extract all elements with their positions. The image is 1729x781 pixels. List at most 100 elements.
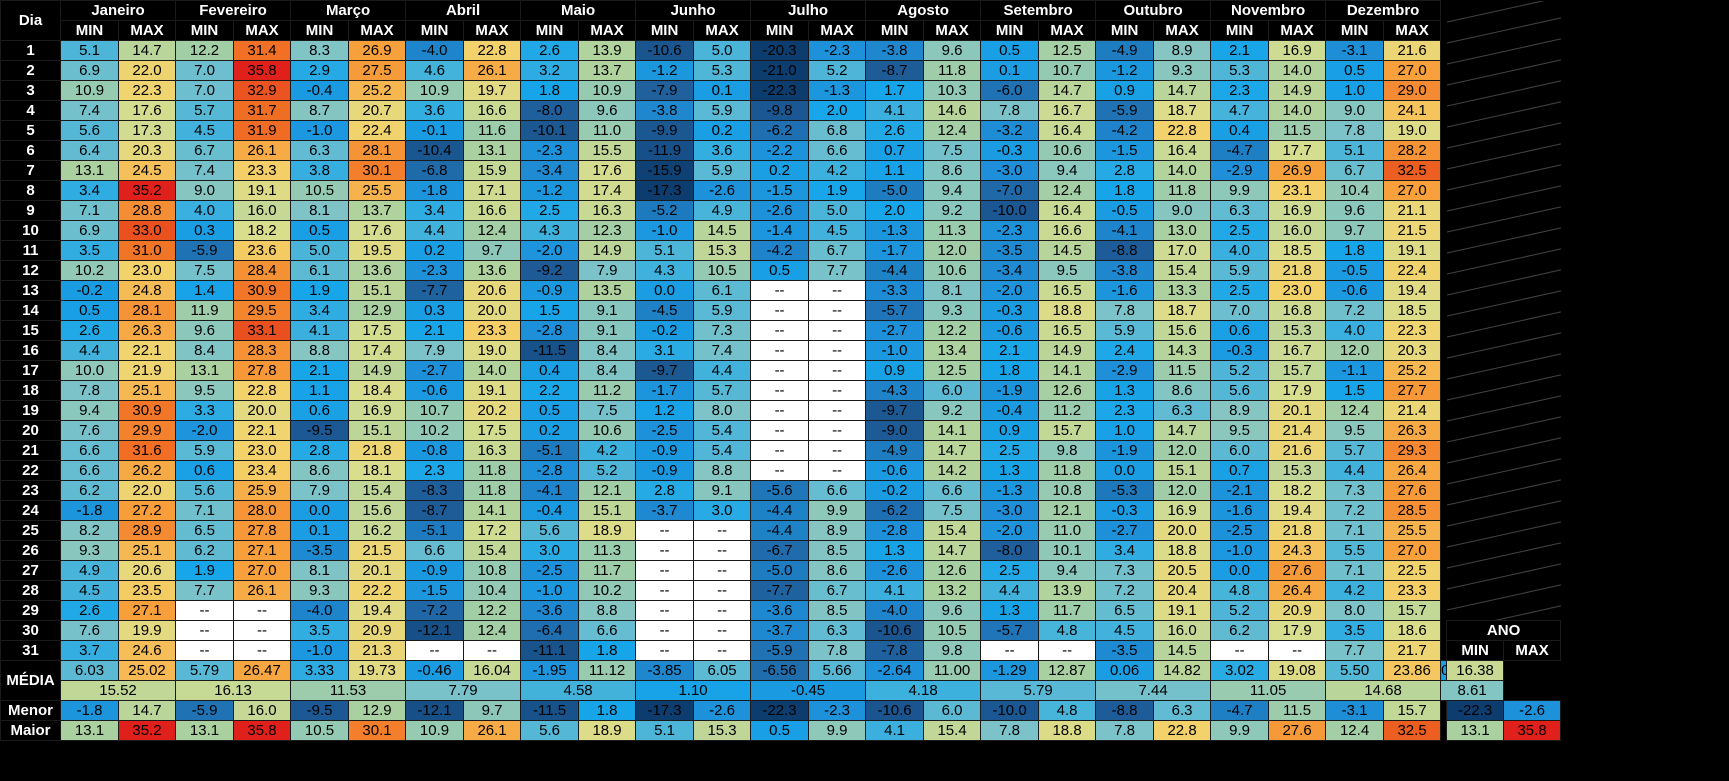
heat-cell: 18.9: [578, 520, 637, 541]
heat-cell: -4.3: [865, 380, 925, 401]
heat-cell: -1.9: [980, 380, 1040, 401]
heat-cell: 27.6: [1383, 480, 1442, 501]
heat-cell: 11.8: [463, 460, 522, 481]
heat-cell: -0.8: [405, 440, 465, 461]
heat-cell: 21.8: [1268, 260, 1327, 281]
heat-cell: 20.3: [1383, 340, 1442, 361]
heat-cell: -3.8: [1095, 260, 1155, 281]
table-row: 5 5.6 17.3 4.5 31.9 -1.0 22.4 -0.1 11.6 -10.1 11.0…: [0, 120, 1561, 141]
heat-cell: -4.2: [750, 240, 810, 261]
heat-cell: 22.1: [117, 340, 177, 361]
heat-cell: 20.6: [117, 560, 177, 581]
heat-cell: 31.4: [233, 40, 292, 61]
heat-cell: 20.0: [233, 400, 292, 421]
heat-cell: 3.3: [175, 400, 235, 421]
heat-cell: 8.6: [290, 460, 350, 481]
day-label: 30: [0, 620, 61, 641]
heat-cell: 10.9: [578, 80, 637, 101]
heat-cell: 4.9: [60, 560, 119, 581]
heat-cell: 6.3: [1153, 400, 1212, 421]
day-label: 5: [0, 120, 61, 141]
year-maior-min: 13.1: [1446, 720, 1505, 741]
menor-cell: -5.9: [175, 700, 235, 721]
month-header: Agosto: [865, 0, 982, 21]
min-column-header: MIN: [520, 20, 580, 41]
month-header: Março: [290, 0, 407, 21]
heat-cell: 21.5: [1383, 220, 1442, 241]
table-row: 28 4.5 23.5 7.7 26.1 9.3 22.2 -1.5 10.4 -1.0 10.2-…: [0, 580, 1561, 601]
heat-cell: 22.8: [463, 40, 522, 61]
heat-cell: 18.7: [1153, 300, 1212, 321]
heat-cell: -5.7: [980, 620, 1040, 641]
heat-cell: --: [635, 640, 695, 661]
heat-cell: 13.4: [923, 340, 982, 361]
heat-cell: 0.5: [1325, 60, 1385, 81]
heat-cell: 2.8: [290, 440, 350, 461]
heat-cell: --: [635, 580, 695, 601]
heat-cell: -0.3: [980, 300, 1040, 321]
heat-cell: -2.5: [635, 420, 695, 441]
heat-cell: -0.6: [405, 380, 465, 401]
heat-cell: 3.0: [520, 540, 580, 561]
heat-cell: 9.5: [1210, 420, 1270, 441]
heat-cell: 10.6: [923, 260, 982, 281]
heat-cell: 0.0: [1210, 560, 1270, 581]
day-label: 26: [0, 540, 61, 561]
heat-cell: -1.8: [405, 180, 465, 201]
heat-cell: -3.0: [980, 500, 1040, 521]
heat-cell: 2.1: [405, 320, 465, 341]
maior-cell: 18.9: [578, 720, 637, 741]
heat-cell: 9.0: [1325, 100, 1385, 121]
heat-cell: -1.0: [290, 640, 350, 661]
heat-cell: 0.4: [520, 360, 580, 381]
heat-cell: 29.0: [1383, 80, 1442, 101]
min-column-header: MIN: [290, 20, 350, 41]
heat-cell: 32.5: [1383, 160, 1442, 181]
heat-cell: 9.9: [808, 500, 867, 521]
table-row: 27 4.9 20.6 1.9 27.0 8.1 20.1 -0.9 10.8 -2.5 11.7-…: [0, 560, 1561, 581]
heat-cell: 23.5: [117, 580, 177, 601]
heat-cell: 9.5: [175, 380, 235, 401]
heat-cell: 25.2: [348, 80, 407, 101]
maior-cell: 15.4: [923, 720, 982, 741]
heat-cell: 4.8: [1038, 620, 1097, 641]
heat-cell: -0.9: [635, 440, 695, 461]
media-cell: 14.82: [1153, 660, 1212, 681]
heat-cell: -0.9: [520, 280, 580, 301]
heat-cell: -1.6: [1095, 280, 1155, 301]
heat-cell: 26.1: [463, 60, 522, 81]
heat-cell: 8.4: [578, 340, 637, 361]
heat-cell: 1.3: [980, 460, 1040, 481]
day-label: 19: [0, 400, 61, 421]
heat-cell: 5.4: [693, 440, 752, 461]
heat-cell: 17.6: [578, 160, 637, 181]
maior-cell: 35.8: [233, 720, 292, 741]
heat-cell: 4.2: [1325, 580, 1385, 601]
heat-cell: 5.2: [1210, 360, 1270, 381]
heat-cell: 28.1: [117, 300, 177, 321]
heat-cell: 8.8: [290, 340, 350, 361]
heat-cell: --: [808, 400, 867, 421]
heat-cell: 4.1: [865, 580, 925, 601]
heat-cell: 22.3: [1383, 320, 1442, 341]
heat-cell: 17.5: [463, 420, 522, 441]
heat-cell: 17.9: [1268, 380, 1327, 401]
heat-cell: -7.9: [635, 80, 695, 101]
heat-cell: 6.6: [405, 540, 465, 561]
heat-cell: 1.9: [175, 560, 235, 581]
heat-cell: 18.8: [1038, 300, 1097, 321]
heat-cell: --: [750, 400, 810, 421]
maior-cell: 9.9: [1210, 720, 1270, 741]
heat-cell: 20.9: [348, 620, 407, 641]
heat-cell: -3.6: [520, 600, 580, 621]
heat-cell: 8.0: [693, 400, 752, 421]
max-column-header: MAX: [233, 20, 292, 41]
heat-cell: 0.3: [175, 220, 235, 241]
heat-cell: 16.4: [1038, 200, 1097, 221]
heat-cell: 24.1: [1383, 100, 1442, 121]
heat-cell: 3.5: [60, 240, 119, 261]
heat-cell: -11.5: [520, 340, 580, 361]
heat-cell: -0.2: [635, 320, 695, 341]
heat-cell: 7.0: [175, 80, 235, 101]
heat-cell: 4.2: [578, 440, 637, 461]
